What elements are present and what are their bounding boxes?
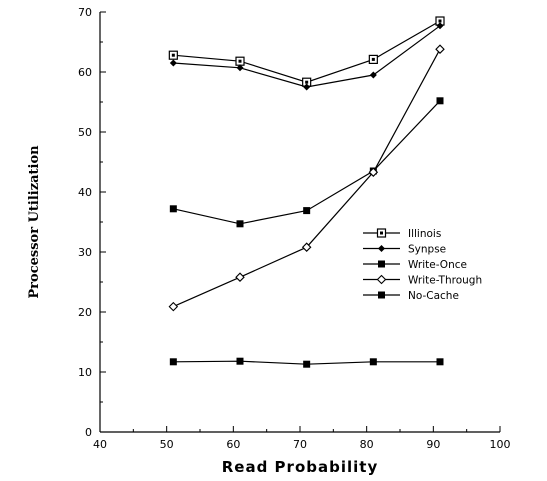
x-tick-label: 50 [160,438,174,451]
data-point [169,358,177,366]
y-tick-label: 10 [78,366,92,379]
data-point-center [380,231,383,235]
data-point [301,242,312,252]
legend-item: Write-Once [363,259,467,271]
data-point [235,272,245,282]
y-axis-label: Processor Utilization [27,145,42,299]
legend-item: Write-Through [363,275,482,287]
x-axis-label: Read Probability [222,458,378,476]
y-tick-label: 60 [78,66,92,79]
ticks: 40 50 60 70 80 90 100 0 10 20 30 40 50 60 70 [78,6,511,451]
legend: Illinois Synpse Write-Once Write-Through No-… [363,228,482,302]
data-point [376,274,387,285]
y-tick-label: 0 [85,426,92,439]
legend-label: Illinois [408,228,441,240]
legend-label: Write-Through [408,275,482,287]
data-point [236,64,244,72]
y-tick-label: 30 [78,246,92,259]
legend-label: Write-Once [408,259,467,271]
y-tick-label: 70 [78,6,92,19]
data-point [236,357,244,365]
data-point [435,44,445,54]
x-tick-label: 100 [490,438,511,451]
x-tick-label: 40 [93,438,107,451]
y-tick-label: 20 [78,306,92,319]
series-synapse [169,22,444,91]
legend-label: No-Cache [408,290,459,302]
data-point [303,83,311,91]
x-tick-label: 90 [426,438,440,451]
data-point [368,167,379,177]
series-illinois [168,16,445,87]
series-write-once [169,97,444,228]
axes [99,12,500,433]
legend-item: Synpse [363,244,446,256]
data-point-center [371,57,375,61]
data-point [369,71,377,79]
data-point-center [171,53,175,57]
data-point [436,358,444,366]
series-line [173,20,441,83]
data-point [378,291,385,299]
data-point [169,59,177,67]
series-write-through [168,44,445,312]
series-no-cache [169,357,444,368]
y-tick-label: 40 [78,186,92,199]
data-point-center [238,59,242,63]
x-tick-label: 60 [226,438,240,451]
data-point [378,260,385,268]
x-tick-label: 80 [360,438,374,451]
data-point [236,220,244,228]
data-point [303,207,311,215]
series-line [173,100,441,225]
series-group [168,16,445,368]
data-point [436,97,444,105]
data-point [169,205,177,213]
data-point [378,245,385,252]
data-point-center [305,80,309,84]
data-point [436,22,444,30]
data-point [369,358,377,366]
x-tick-label: 70 [293,438,307,451]
data-point [303,360,311,368]
data-point [168,301,179,312]
legend-item: Illinois [363,228,441,240]
legend-label: Synpse [408,244,446,256]
y-tick-label: 50 [78,126,92,139]
legend-item: No-Cache [363,290,459,302]
data-point-center [438,19,442,23]
